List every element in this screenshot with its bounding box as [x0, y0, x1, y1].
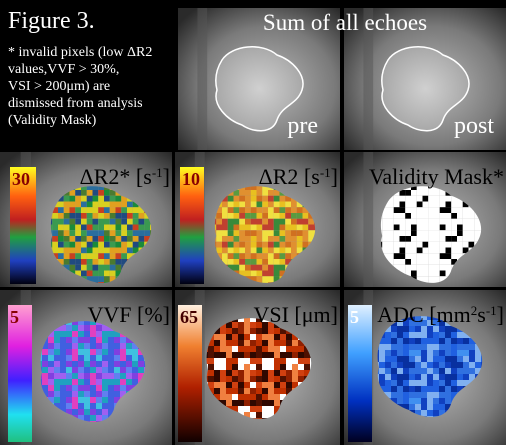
note-line: dismissed from analysis	[8, 96, 143, 111]
label-part: ]	[163, 164, 170, 189]
mri-structure	[197, 8, 207, 150]
note-line: * invalid pixels (low ΔR2	[8, 45, 152, 60]
map-label: ADC [mm2s-1]	[377, 302, 504, 327]
map-label: Validity Mask*	[369, 164, 504, 189]
label-part: VVF [%]	[88, 302, 171, 327]
label-part: ]	[497, 302, 504, 327]
label-part: s	[477, 302, 486, 327]
label-superscript: -1	[486, 303, 497, 318]
label-part: Validity Mask*	[369, 164, 504, 189]
map-label: VVF [%]	[88, 302, 171, 327]
scan-tag: post	[454, 113, 494, 139]
label-superscript: -1	[320, 165, 331, 180]
colorbar-max: 65	[180, 307, 198, 327]
scan-tag: pre	[287, 113, 318, 139]
figure: Figure 3. Sum of all echoes * invalid pi…	[0, 0, 506, 445]
colorbar-max: 5	[10, 307, 19, 327]
label-part: ADC [mm	[377, 302, 471, 327]
label-superscript: -1	[152, 165, 163, 180]
note-line: values,VVF > 30%,	[8, 62, 119, 77]
label-part: ]	[331, 164, 338, 189]
sum-title: Sum of all echoes	[263, 10, 427, 35]
map-label: VSI [μm]	[253, 302, 338, 327]
label-part: ΔR2 [s	[259, 164, 320, 189]
note-line: (Validity Mask)	[8, 113, 97, 128]
label-part: ΔR2* [s	[80, 164, 152, 189]
figure-title: Figure 3.	[8, 8, 95, 34]
colorbar-max: 5	[350, 307, 359, 327]
note-line: VSI > 200μm) are	[8, 79, 110, 94]
colorbar-max: 10	[182, 169, 200, 189]
colorbar-max: 30	[12, 169, 30, 189]
label-part: VSI [μm]	[253, 302, 338, 327]
